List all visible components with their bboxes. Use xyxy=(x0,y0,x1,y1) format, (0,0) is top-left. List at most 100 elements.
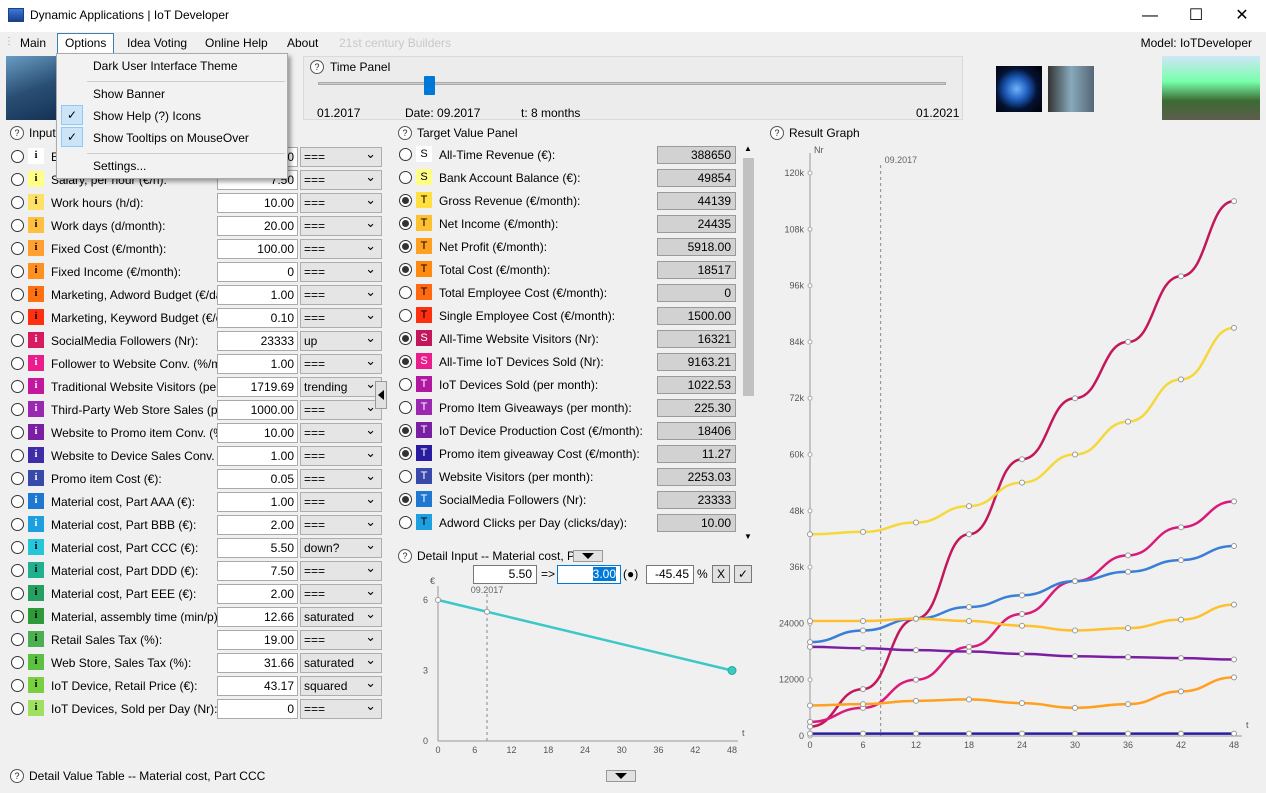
info-icon[interactable]: i xyxy=(28,355,44,371)
info-icon[interactable]: i xyxy=(28,700,44,716)
help-icon[interactable]: ? xyxy=(770,126,784,140)
input-mode-select[interactable]: squared xyxy=(300,674,382,696)
input-radio[interactable] xyxy=(11,587,24,600)
input-mode-select[interactable]: up xyxy=(300,329,382,351)
target-radio[interactable] xyxy=(399,401,412,414)
input-mode-select[interactable]: === xyxy=(300,237,382,259)
maximize-button[interactable]: ☐ xyxy=(1188,7,1204,24)
input-mode-select[interactable]: === xyxy=(300,697,382,719)
target-radio[interactable] xyxy=(399,378,412,391)
input-radio[interactable] xyxy=(11,702,24,715)
input-value[interactable]: 12.66 xyxy=(217,607,298,627)
input-radio[interactable] xyxy=(11,265,24,278)
input-mode-select[interactable]: === xyxy=(300,398,382,420)
input-radio[interactable] xyxy=(11,679,24,692)
menu-show-tooltips[interactable]: Show Tooltips on MouseOver xyxy=(93,131,249,145)
input-mode-select[interactable]: === xyxy=(300,513,382,535)
input-value[interactable]: 0.10 xyxy=(217,308,298,328)
info-icon[interactable]: i xyxy=(28,631,44,647)
info-icon[interactable]: i xyxy=(28,263,44,279)
target-radio[interactable] xyxy=(399,240,412,253)
info-icon[interactable]: i xyxy=(28,194,44,210)
input-mode-select[interactable]: === xyxy=(300,467,382,489)
input-radio[interactable] xyxy=(11,518,24,531)
input-value[interactable]: 1.00 xyxy=(217,354,298,374)
input-radio[interactable] xyxy=(11,173,24,186)
input-value[interactable]: 1000.00 xyxy=(217,400,298,420)
help-icon[interactable]: ? xyxy=(310,60,324,74)
info-icon[interactable]: i xyxy=(28,677,44,693)
input-radio[interactable] xyxy=(11,541,24,554)
input-mode-select[interactable]: === xyxy=(300,490,382,512)
input-mode-select[interactable]: === xyxy=(300,559,382,581)
scroll-up-icon[interactable]: ▲ xyxy=(744,144,752,153)
input-radio[interactable] xyxy=(11,403,24,416)
input-value[interactable]: 2.00 xyxy=(217,515,298,535)
detail-percent-value[interactable]: -45.45 xyxy=(646,565,694,584)
input-mode-select[interactable]: === xyxy=(300,628,382,650)
target-radio[interactable] xyxy=(399,194,412,207)
target-radio[interactable] xyxy=(399,263,412,276)
input-radio[interactable] xyxy=(11,357,24,370)
info-icon[interactable]: i xyxy=(28,309,44,325)
menu-main[interactable]: Main xyxy=(20,36,47,50)
info-icon[interactable]: i xyxy=(28,332,44,348)
target-radio[interactable] xyxy=(399,148,412,161)
target-radio[interactable] xyxy=(399,355,412,368)
input-mode-select[interactable]: saturated xyxy=(300,651,382,673)
info-icon[interactable]: i xyxy=(28,401,44,417)
detail-new-value-input[interactable]: 3.00 xyxy=(557,565,621,584)
input-value[interactable]: 0.05 xyxy=(217,469,298,489)
input-value[interactable]: 19.00 xyxy=(217,630,298,650)
target-radio[interactable] xyxy=(399,309,412,322)
input-value[interactable]: 1719.69 xyxy=(217,377,298,397)
info-icon[interactable]: i xyxy=(28,424,44,440)
target-radio[interactable] xyxy=(399,171,412,184)
info-icon[interactable]: i xyxy=(28,378,44,394)
menu-online-help[interactable]: Online Help xyxy=(205,36,268,50)
input-mode-select[interactable]: === xyxy=(300,168,382,190)
input-mode-select[interactable]: === xyxy=(300,260,382,282)
input-value[interactable]: 10.00 xyxy=(217,193,298,213)
input-mode-select[interactable]: === xyxy=(300,306,382,328)
input-mode-select[interactable]: === xyxy=(300,145,382,167)
info-icon[interactable]: i xyxy=(28,447,44,463)
info-icon[interactable]: i xyxy=(28,240,44,256)
input-mode-select[interactable]: === xyxy=(300,352,382,374)
input-radio[interactable] xyxy=(11,472,24,485)
input-radio[interactable] xyxy=(11,242,24,255)
detail-cancel-button[interactable]: X xyxy=(712,565,730,583)
time-slider-thumb[interactable] xyxy=(424,76,435,95)
input-value[interactable]: 10.00 xyxy=(217,423,298,443)
help-icon[interactable]: ? xyxy=(398,126,412,140)
close-button[interactable]: ✕ xyxy=(1235,7,1249,24)
input-value[interactable]: 2.00 xyxy=(217,584,298,604)
minimize-button[interactable]: — xyxy=(1142,7,1158,24)
info-icon[interactable]: i xyxy=(28,470,44,486)
input-mode-select[interactable]: down? xyxy=(300,536,382,558)
info-icon[interactable]: i xyxy=(28,585,44,601)
help-icon[interactable]: ? xyxy=(10,126,24,140)
input-value[interactable]: 43.17 xyxy=(217,676,298,696)
info-icon[interactable]: i xyxy=(28,217,44,233)
input-mode-select[interactable]: === xyxy=(300,444,382,466)
target-radio[interactable] xyxy=(399,286,412,299)
input-value[interactable]: 23333 xyxy=(217,331,298,351)
help-icon[interactable]: ? xyxy=(10,769,24,783)
input-radio[interactable] xyxy=(11,610,24,623)
target-radio[interactable] xyxy=(399,332,412,345)
detail-ok-button[interactable]: ✓ xyxy=(734,565,752,583)
input-mode-select[interactable]: === xyxy=(300,582,382,604)
menu-options[interactable]: Options xyxy=(57,33,115,54)
input-value[interactable]: 0 xyxy=(217,699,298,719)
target-radio[interactable] xyxy=(399,217,412,230)
info-icon[interactable]: i xyxy=(28,608,44,624)
input-mode-select[interactable]: saturated xyxy=(300,605,382,627)
input-radio[interactable] xyxy=(11,633,24,646)
target-scrollbar-thumb[interactable] xyxy=(743,158,754,396)
info-icon[interactable]: i xyxy=(28,539,44,555)
info-icon[interactable]: i xyxy=(28,286,44,302)
menu-about[interactable]: About xyxy=(287,36,319,50)
info-icon[interactable]: i xyxy=(28,148,44,164)
input-radio[interactable] xyxy=(11,380,24,393)
